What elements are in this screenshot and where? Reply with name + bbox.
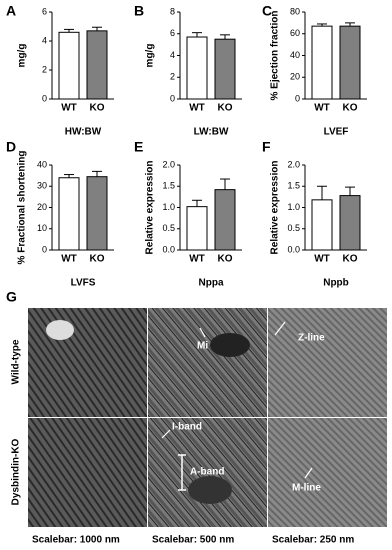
y-axis-label: % Ejection fraction	[270, 10, 281, 100]
micrograph-feature	[188, 476, 232, 504]
x-tick-label: WT	[314, 254, 330, 265]
annotation: Z-line	[298, 333, 325, 344]
panel-letter: C	[262, 3, 272, 19]
scalebar-label: Scalebar: 1000 nm	[32, 535, 120, 546]
y-tick-label: 8	[170, 6, 175, 16]
y-tick-label: 30	[37, 181, 47, 191]
x-axis-label: LVFS	[71, 278, 96, 289]
micrograph	[148, 418, 267, 527]
y-tick-label: 2.0	[162, 159, 175, 169]
y-axis-label: Relative expression	[145, 161, 156, 255]
micrograph	[28, 418, 147, 527]
x-tick-label: WT	[189, 254, 205, 265]
x-tick-label: WT	[314, 103, 330, 114]
x-tick-label: WT	[61, 103, 77, 114]
x-tick-label: KO	[343, 254, 358, 265]
bar	[86, 30, 108, 100]
bar	[58, 177, 80, 251]
micrograph-feature	[210, 333, 250, 357]
y-tick-label: 0	[295, 93, 300, 103]
y-tick-label: 20	[37, 202, 47, 212]
y-tick-label: 2	[42, 64, 47, 74]
micrograph	[28, 308, 147, 417]
y-axis-label: Relative expression	[270, 161, 281, 255]
micrograph	[268, 308, 387, 417]
x-axis-label: HW:BW	[65, 127, 102, 138]
row-label: Dysbindin-KO	[11, 438, 22, 505]
micrograph-feature	[46, 320, 74, 340]
y-tick-label: 6	[170, 28, 175, 38]
y-tick-label: 0.0	[287, 244, 300, 254]
annotation: A-band	[190, 467, 224, 478]
panel-letter: E	[134, 139, 143, 155]
y-tick-label: 40	[37, 159, 47, 169]
y-tick-label: 4	[170, 50, 175, 60]
annotation: M-line	[292, 483, 321, 494]
micrographs	[28, 308, 387, 527]
x-tick-label: KO	[90, 103, 105, 114]
x-axis-label: Nppa	[199, 278, 224, 289]
bar	[214, 38, 236, 100]
bar	[86, 176, 108, 251]
y-tick-label: 0	[42, 244, 47, 254]
x-tick-label: KO	[218, 254, 233, 265]
arrow	[304, 467, 313, 479]
y-tick-label: 4	[42, 35, 47, 45]
x-tick-label: WT	[189, 103, 205, 114]
bar	[311, 199, 333, 251]
panel-letter: G	[6, 289, 17, 305]
micrograph	[148, 308, 267, 417]
x-axis-label: Nppb	[323, 278, 349, 289]
bar	[186, 36, 208, 100]
y-tick-label: 1.0	[287, 202, 300, 212]
x-axis-label: LW:BW	[194, 127, 229, 138]
y-tick-label: 0.0	[162, 244, 175, 254]
y-tick-label: 2	[170, 72, 175, 82]
x-tick-label: WT	[61, 254, 77, 265]
x-tick-label: KO	[90, 254, 105, 265]
y-tick-label: 1.5	[287, 181, 300, 191]
y-tick-label: 6	[42, 6, 47, 16]
x-tick-label: KO	[343, 103, 358, 114]
panel-letter: A	[6, 3, 16, 19]
y-tick-label: 20	[290, 72, 300, 82]
y-tick-label: 0	[170, 93, 175, 103]
y-tick-label: 60	[290, 28, 300, 38]
y-tick-label: 1.0	[162, 202, 175, 212]
y-tick-label: 2.0	[287, 159, 300, 169]
scalebar-label: Scalebar: 250 nm	[272, 535, 354, 546]
scalebar-label: Scalebar: 500 nm	[152, 535, 234, 546]
y-tick-label: 0.5	[287, 223, 300, 233]
annotation: I-band	[172, 422, 202, 433]
y-tick-label: 1.5	[162, 181, 175, 191]
bar	[58, 31, 80, 100]
x-axis-label: LVEF	[324, 127, 349, 138]
y-tick-label: 40	[290, 50, 300, 60]
arrow	[161, 429, 171, 439]
x-tick-label: KO	[218, 103, 233, 114]
y-tick-label: 0	[42, 93, 47, 103]
y-axis-label: % Fractional shortening	[17, 151, 28, 265]
bar	[339, 25, 361, 100]
y-axis-label: mg/g	[17, 44, 28, 68]
y-tick-label: 0.5	[162, 223, 175, 233]
arrow	[199, 327, 206, 338]
panel-letter: D	[6, 139, 16, 155]
panel-letter: F	[262, 139, 271, 155]
arrow	[274, 321, 286, 336]
y-axis-label: mg/g	[145, 44, 156, 68]
y-tick-label: 10	[37, 223, 47, 233]
panel-letter: B	[134, 3, 144, 19]
row-label: Wild-type	[11, 339, 22, 384]
bar	[214, 189, 236, 251]
bar	[186, 206, 208, 251]
bar	[339, 195, 361, 251]
annotation: Mi	[197, 341, 208, 352]
micrograph	[268, 418, 387, 527]
bar	[311, 25, 333, 100]
y-tick-label: 80	[290, 6, 300, 16]
